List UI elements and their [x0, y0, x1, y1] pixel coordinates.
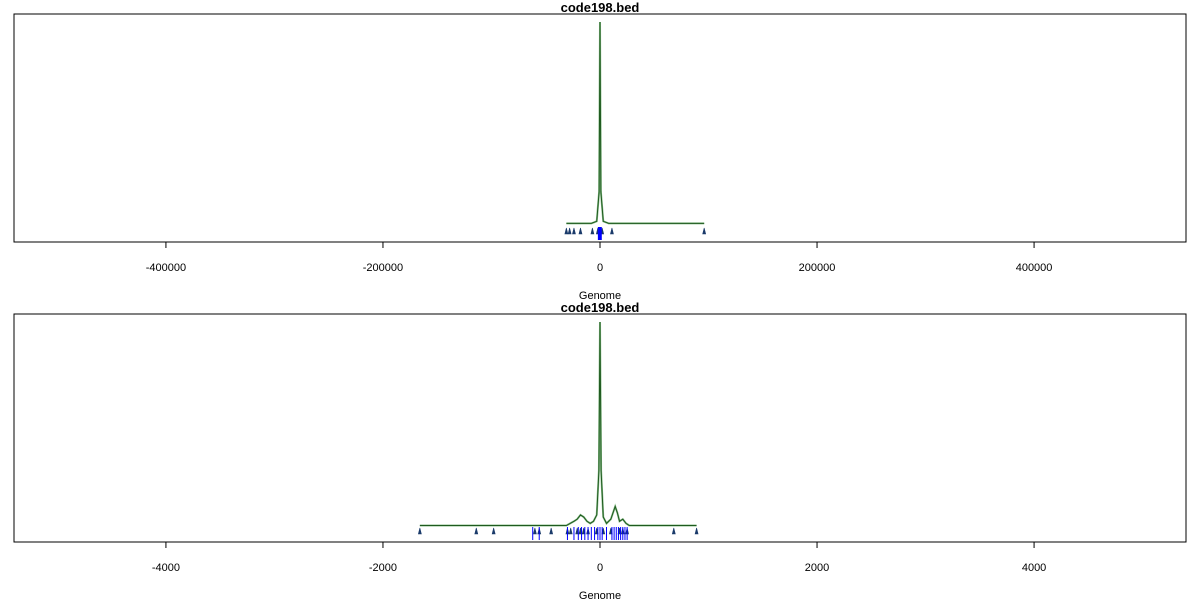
x-tick-label: 400000	[1016, 262, 1053, 274]
peak-marker	[671, 527, 676, 535]
x-tick-label: 4000	[1022, 562, 1046, 574]
rug-group-1	[597, 227, 602, 240]
x-tick-label: -4000	[152, 562, 180, 574]
x-axis-2: -4000 -2000 0 2000 4000	[152, 542, 1046, 574]
x-tick-label: 0	[597, 262, 603, 274]
peak-markers-1	[564, 227, 707, 235]
density-outline-2	[419, 321, 697, 527]
x-axis-1: -400000 -200000 0 200000 400000	[146, 242, 1053, 274]
x-tick-label: -200000	[363, 262, 403, 274]
density-group-1	[566, 21, 705, 225]
peak-marker	[572, 227, 576, 235]
peak-marker	[702, 227, 707, 235]
peak-marker	[694, 527, 699, 535]
peak-marker	[564, 227, 569, 235]
chart-title-2: code198.bed	[561, 300, 640, 315]
x-axis-label-1: Genome	[579, 290, 621, 302]
peak-markers-2	[417, 527, 699, 535]
peak-marker	[578, 227, 583, 235]
peak-marker	[567, 227, 572, 235]
chart-panel-2: code198.bed -4000 -2000 0 2000 4000 Genome	[13, 300, 1187, 600]
x-tick-label: 0	[597, 562, 603, 574]
peak-marker	[610, 227, 614, 235]
density-line-2	[419, 321, 697, 527]
x-tick-label: 2000	[805, 562, 829, 574]
peak-marker	[474, 527, 479, 535]
x-tick-label: -2000	[369, 562, 397, 574]
density-line-1	[566, 21, 705, 224]
peak-marker	[568, 527, 573, 535]
x-axis-label-2: Genome	[579, 590, 621, 600]
peak-marker	[491, 527, 496, 535]
peak-marker	[533, 527, 537, 535]
chart-panel-1: code198.bed -400000 -200000 0 200000 400000 …	[13, 0, 1187, 302]
x-tick-label: 200000	[799, 262, 836, 274]
rug-group-2	[532, 527, 628, 540]
chart-title-1: code198.bed	[561, 0, 640, 15]
density-group-2	[419, 321, 697, 527]
x-tick-label: -400000	[146, 262, 186, 274]
peak-marker	[417, 527, 422, 535]
density-outline-1	[566, 21, 705, 225]
peak-marker	[590, 227, 595, 235]
peak-marker	[549, 527, 554, 535]
